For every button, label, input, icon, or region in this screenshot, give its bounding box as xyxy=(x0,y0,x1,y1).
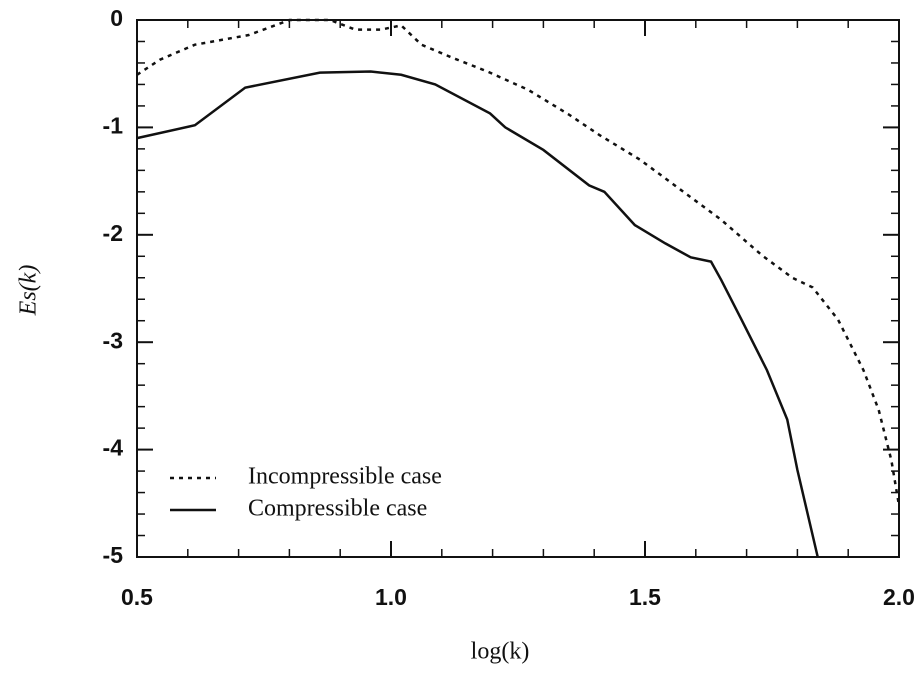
legend-label: Incompressible case xyxy=(248,464,442,490)
plot-frame xyxy=(136,19,900,558)
y-tick-label: -2 xyxy=(103,220,123,246)
series-line xyxy=(136,70,819,558)
y-axis-label: Es(k) xyxy=(16,265,42,317)
x-tick-label: 2.0 xyxy=(883,584,915,610)
y-tick-label: -5 xyxy=(103,542,124,568)
x-axis-label: log(k) xyxy=(471,639,530,665)
y-tick-label: -4 xyxy=(103,435,124,461)
y-tick-label: -3 xyxy=(103,327,123,353)
y-tick-label: 0 xyxy=(110,5,123,31)
x-tick-label: 1.0 xyxy=(375,584,407,610)
series-line xyxy=(136,18,901,506)
x-tick-label: 0.5 xyxy=(121,584,153,610)
legend-label: Compressible case xyxy=(248,496,427,522)
y-tick-label: -1 xyxy=(103,112,124,138)
x-tick-label: 1.5 xyxy=(629,584,661,610)
